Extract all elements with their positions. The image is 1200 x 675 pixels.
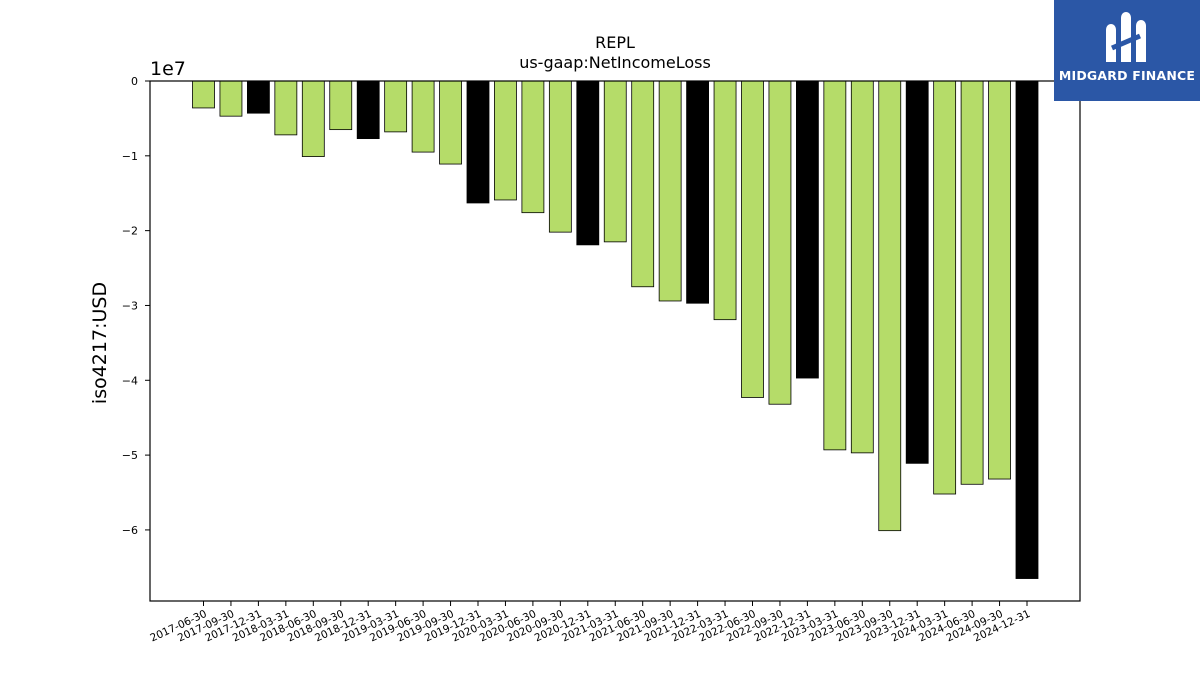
- bar-2023-12-31: [905, 80, 929, 464]
- y-ticks-layer: 0 −1 −2 −3 −4 −5 −6: [122, 75, 150, 537]
- bar-2017-09-30: [219, 80, 243, 117]
- y-offset-label: 1e7: [150, 58, 186, 80]
- bar-2017-12-31: [246, 80, 270, 114]
- y-axis-label: iso4217:USD: [89, 282, 111, 404]
- bar-2024-09-30: [988, 80, 1011, 480]
- bar-2019-12-31: [466, 80, 490, 204]
- bar-2020-09-30: [548, 80, 572, 233]
- bar-2019-03-31: [384, 80, 408, 133]
- bar-2022-06-30: [741, 80, 764, 398]
- bar-2024-12-31: [1015, 80, 1039, 579]
- bar-2018-09-30: [329, 80, 353, 131]
- bar-2022-12-31: [796, 80, 819, 379]
- bar-2023-06-30: [850, 80, 874, 454]
- bar-2018-03-31: [274, 80, 298, 136]
- bar-2021-06-30: [631, 80, 655, 288]
- bar-2019-09-30: [439, 80, 462, 165]
- plot-frame: [149, 80, 1081, 602]
- bar-2024-06-30: [960, 80, 984, 485]
- chart-subtitle: us-gaap:NetIncomeLoss: [519, 53, 711, 72]
- y-tick-label: −1: [122, 150, 138, 163]
- y-tick-label: −2: [122, 225, 138, 238]
- bar-2020-03-31: [494, 80, 517, 201]
- bar-2020-06-30: [521, 80, 545, 214]
- y-tick-label: 0: [131, 75, 138, 88]
- bar-2017-06-30: [192, 80, 215, 109]
- bar-2023-03-31: [823, 80, 847, 451]
- y-tick-label: −3: [122, 299, 138, 312]
- bar-2022-03-31: [713, 80, 737, 321]
- bar-2018-12-31: [356, 80, 380, 140]
- bar-2023-09-30: [878, 80, 902, 532]
- logo-mark-icon: [1106, 12, 1146, 62]
- bar-2024-03-31: [933, 80, 957, 495]
- y-tick-label: −6: [122, 524, 138, 537]
- bars-layer: [192, 80, 1039, 579]
- x-ticks-layer: 2017-06-302017-09-302017-12-312018-03-31…: [148, 601, 1032, 645]
- bar-2022-09-30: [768, 80, 792, 405]
- brand-logo: MIDGARD FINANCE: [1054, 0, 1200, 101]
- y-tick-label: −5: [122, 449, 138, 462]
- bar-2020-12-31: [576, 80, 600, 246]
- chart-title: REPL: [595, 33, 635, 52]
- bar-2021-09-30: [658, 80, 682, 302]
- bar-2018-06-30: [301, 80, 325, 157]
- y-tick-label: −4: [122, 374, 138, 387]
- bar-2021-03-31: [603, 80, 627, 243]
- bar-2021-12-31: [686, 80, 709, 304]
- logo-text: MIDGARD FINANCE: [1058, 68, 1196, 83]
- bar-2019-06-30: [411, 80, 435, 153]
